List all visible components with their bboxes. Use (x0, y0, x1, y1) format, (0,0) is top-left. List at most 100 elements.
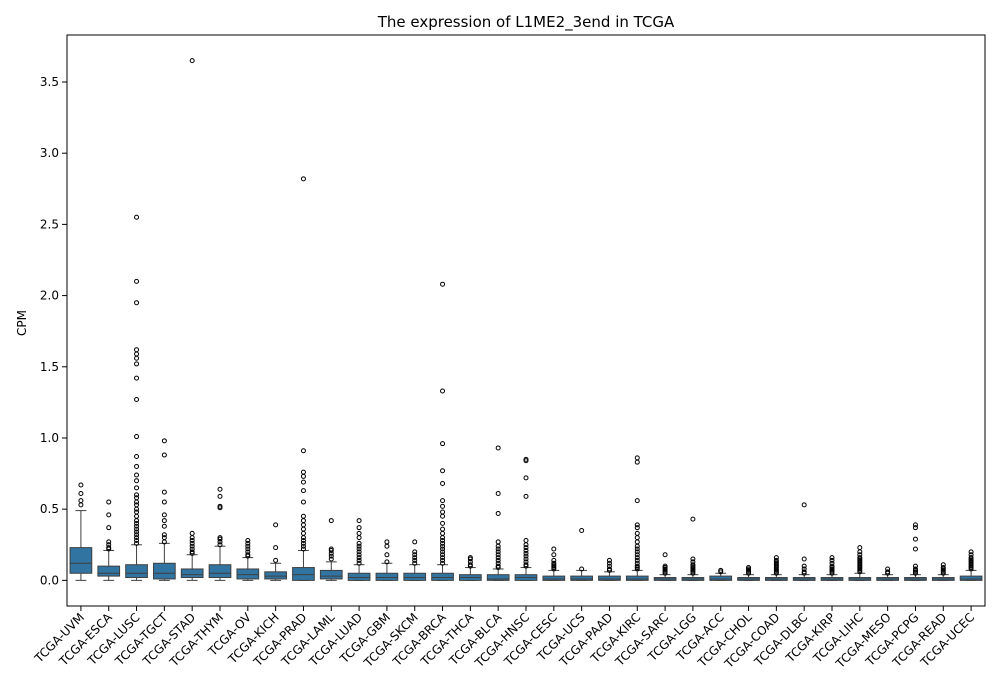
outlier-point (161, 535, 167, 541)
outlier-point (885, 566, 891, 572)
outlier-point (245, 549, 251, 555)
outlier-point (440, 540, 446, 546)
outlier-point (523, 475, 529, 481)
outlier-point (551, 557, 557, 563)
outlier-point (634, 525, 640, 531)
outlier-point (690, 556, 696, 562)
outlier-point (300, 469, 306, 475)
outlier-point (495, 560, 501, 566)
box (264, 571, 287, 580)
outlier-point (690, 559, 696, 565)
outlier-point (161, 489, 167, 495)
outlier-point (245, 540, 251, 546)
outlier-point (912, 536, 918, 542)
outlier-point (440, 557, 446, 563)
outlier-point (829, 557, 835, 563)
outlier-point (328, 553, 334, 559)
outlier-point (189, 58, 195, 64)
outlier-point (634, 498, 640, 504)
box (153, 562, 176, 580)
outlier-point (412, 557, 418, 563)
outlier-point (857, 549, 863, 555)
outlier-point (523, 545, 529, 551)
outlier-point (634, 557, 640, 563)
outlier-point (106, 539, 112, 545)
outlier-point (384, 559, 390, 565)
outlier-point (495, 563, 501, 569)
outlier-point (912, 566, 918, 572)
outlier-point (495, 539, 501, 545)
outlier-point (134, 537, 140, 543)
outlier-point (495, 552, 501, 558)
outlier-point (634, 549, 640, 555)
chart-title: The expression of L1ME2_3end in TCGA (377, 13, 675, 32)
outlier-point (801, 563, 807, 569)
outlier-point (523, 553, 529, 559)
outlier-point (690, 562, 696, 568)
box (375, 572, 399, 581)
outlier-point (134, 532, 140, 538)
outlier-point (245, 537, 251, 543)
outlier-point (106, 512, 112, 518)
outlier-point (273, 545, 279, 551)
outlier-point (78, 491, 84, 497)
y-tick-label: 3.5 (40, 75, 59, 89)
outlier-point (495, 543, 501, 549)
outlier-point (968, 549, 974, 555)
outlier-point (801, 502, 807, 508)
outlier-point (495, 546, 501, 552)
outlier-point (134, 472, 140, 478)
outlier-point (634, 543, 640, 549)
outlier-point (217, 542, 223, 548)
outlier-point (440, 552, 446, 558)
outlier-point (412, 560, 418, 566)
outlier-point (412, 539, 418, 545)
outlier-point (356, 546, 362, 552)
outlier-point (356, 543, 362, 549)
plot-area: 0.00.51.01.52.02.53.03.5TCGA-UVMTCGA-ESC… (31, 58, 983, 671)
outlier-point (300, 473, 306, 479)
box (69, 547, 93, 574)
outlier-point (634, 539, 640, 545)
outlier-point (440, 388, 446, 394)
outlier-point (523, 562, 529, 568)
outlier-point (134, 540, 140, 546)
outlier-point (829, 563, 835, 569)
outlier-point (773, 555, 779, 561)
outlier-point (161, 452, 167, 458)
outlier-point (440, 535, 446, 541)
outlier-point (440, 520, 446, 526)
plot-frame (66, 34, 986, 607)
outlier-point (134, 506, 140, 512)
outlier-point (134, 535, 140, 541)
box (570, 575, 593, 581)
outlier-point (440, 468, 446, 474)
outlier-point (134, 523, 140, 529)
y-tick-label: 1.0 (40, 431, 59, 445)
outlier-point (440, 560, 446, 566)
outlier-point (773, 557, 779, 563)
outlier-point (134, 529, 140, 535)
outlier-point (440, 503, 446, 509)
outlier-point (134, 397, 140, 403)
outlier-point (134, 526, 140, 532)
outlier-point (217, 535, 223, 541)
outlier-point (273, 557, 279, 563)
outlier-point (940, 565, 946, 571)
outlier-point (134, 502, 140, 508)
outlier-point (300, 479, 306, 485)
outlier-point (300, 535, 306, 541)
outlier-point (356, 518, 362, 524)
outlier-point (300, 546, 306, 552)
box (431, 572, 454, 581)
outlier-point (579, 528, 585, 534)
box (292, 567, 315, 581)
outlier-point (356, 540, 362, 546)
outlier-point (134, 355, 140, 361)
outlier-point (134, 351, 140, 357)
outlier-point (440, 509, 446, 515)
outlier-point (300, 176, 306, 182)
outlier-point (634, 560, 640, 566)
outlier-point (746, 565, 752, 571)
